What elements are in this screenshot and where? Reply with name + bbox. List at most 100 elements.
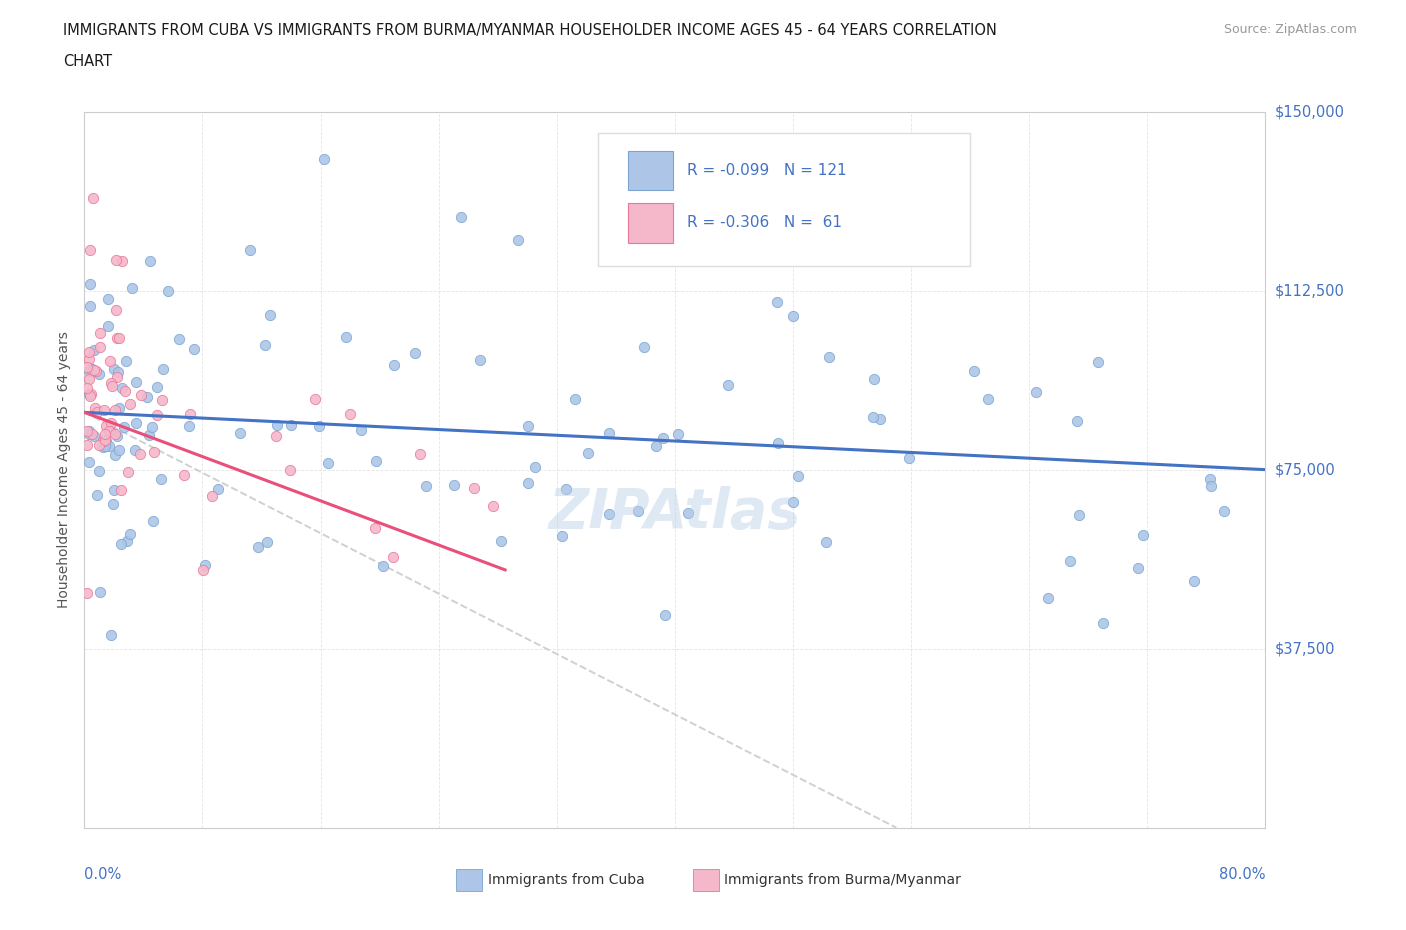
- Point: [114, 383, 136, 398]
- Text: $37,500: $37,500: [1275, 641, 1336, 657]
- Point: [82, 190, 104, 205]
- Point: [115, 534, 138, 549]
- Point: [93, 439, 115, 454]
- Point: [191, 563, 214, 578]
- Point: [146, 407, 169, 422]
- Point: [76, 359, 98, 374]
- Point: [194, 558, 217, 573]
- Point: [111, 381, 134, 396]
- Point: [108, 443, 131, 458]
- Point: [318, 456, 340, 471]
- Point: [173, 468, 195, 483]
- Point: [76, 585, 98, 600]
- Point: [97, 438, 120, 453]
- Point: [82, 361, 104, 376]
- Point: [815, 535, 838, 550]
- Bar: [627, 151, 672, 191]
- Point: [862, 410, 884, 425]
- Point: [554, 482, 576, 497]
- Point: [94, 418, 117, 433]
- Point: [765, 295, 787, 310]
- Point: [516, 475, 538, 490]
- Point: [146, 380, 169, 395]
- Point: [107, 401, 129, 416]
- Point: [98, 423, 121, 438]
- Bar: [693, 870, 718, 891]
- Point: [443, 478, 465, 493]
- Point: [100, 416, 122, 431]
- Point: [415, 478, 437, 493]
- Point: [149, 472, 172, 486]
- Point: [103, 362, 125, 377]
- Point: [183, 342, 205, 357]
- Point: [101, 497, 124, 512]
- Point: [1038, 591, 1060, 605]
- Point: [266, 418, 288, 432]
- Point: [962, 364, 984, 379]
- Point: [79, 243, 101, 258]
- Point: [626, 503, 648, 518]
- FancyBboxPatch shape: [598, 133, 970, 266]
- Point: [666, 427, 689, 442]
- Point: [77, 424, 100, 439]
- Point: [98, 424, 121, 439]
- Point: [77, 345, 100, 360]
- Point: [229, 426, 252, 441]
- Point: [76, 380, 98, 395]
- Y-axis label: Householder Income Ages 45 - 64 years: Householder Income Ages 45 - 64 years: [58, 331, 72, 608]
- Bar: [457, 870, 482, 891]
- Point: [94, 433, 117, 448]
- Text: ZIPAtlas: ZIPAtlas: [548, 485, 801, 539]
- Text: R = -0.306   N =  61: R = -0.306 N = 61: [686, 215, 842, 230]
- Point: [83, 342, 105, 357]
- Point: [115, 353, 138, 368]
- Point: [364, 453, 387, 468]
- Text: 0.0%: 0.0%: [84, 867, 121, 882]
- Point: [77, 387, 100, 402]
- Point: [1132, 527, 1154, 542]
- Point: [1087, 354, 1109, 369]
- Point: [633, 339, 655, 354]
- Point: [817, 350, 839, 365]
- Point: [124, 443, 146, 458]
- Point: [77, 371, 100, 386]
- Text: $75,000: $75,000: [1275, 462, 1336, 477]
- Point: [786, 469, 808, 484]
- Point: [105, 253, 128, 268]
- Point: [468, 352, 491, 367]
- Point: [89, 326, 111, 340]
- Point: [157, 284, 180, 299]
- Point: [1069, 508, 1091, 523]
- Point: [103, 483, 125, 498]
- Point: [404, 345, 426, 360]
- Text: $150,000: $150,000: [1275, 104, 1346, 119]
- Point: [482, 498, 505, 513]
- Point: [101, 379, 124, 393]
- Point: [110, 483, 132, 498]
- Point: [177, 418, 200, 433]
- Point: [644, 438, 666, 453]
- Point: [1201, 479, 1223, 494]
- Point: [339, 407, 361, 422]
- Point: [105, 429, 128, 444]
- Point: [105, 370, 128, 385]
- Point: [977, 392, 1000, 406]
- Point: [104, 427, 127, 442]
- Point: [652, 431, 675, 445]
- Point: [239, 243, 262, 258]
- Point: [110, 537, 132, 551]
- Point: [76, 437, 98, 452]
- Point: [1066, 414, 1088, 429]
- Point: [139, 254, 162, 269]
- Point: [364, 521, 387, 536]
- Text: R = -0.099   N = 121: R = -0.099 N = 121: [686, 163, 846, 178]
- Text: Immigrants from Burma/Myanmar: Immigrants from Burma/Myanmar: [724, 873, 962, 887]
- Text: $112,500: $112,500: [1275, 283, 1346, 299]
- Text: Immigrants from Cuba: Immigrants from Cuba: [488, 873, 645, 887]
- Point: [98, 353, 121, 368]
- Point: [100, 376, 122, 391]
- Point: [77, 426, 100, 441]
- Point: [89, 464, 111, 479]
- Point: [1126, 561, 1149, 576]
- Point: [1091, 616, 1114, 631]
